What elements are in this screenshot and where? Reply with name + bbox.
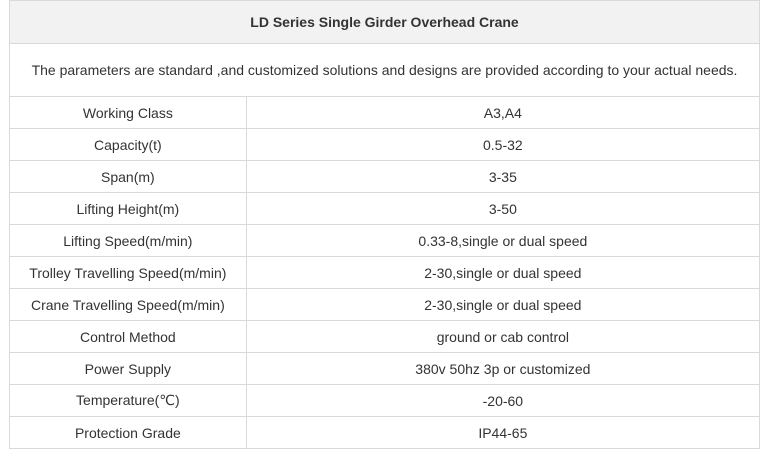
table-note: The parameters are standard ,and customi… <box>9 43 760 97</box>
parameter-name: Control Method <box>9 320 247 353</box>
parameter-name: Protection Grade <box>9 416 247 449</box>
parameter-value: 0.5-32 <box>245 128 761 161</box>
table-row: Power Supply 380v 50hz 3p or customized <box>9 352 761 385</box>
parameter-value: 2-30,single or dual speed <box>245 256 761 289</box>
table-title-row: LD Series Single Girder Overhead Crane <box>9 0 760 44</box>
table-row: Trolley Travelling Speed(m/min) 2-30,sin… <box>9 256 761 289</box>
parameter-name: Power Supply <box>9 352 247 385</box>
parameter-value: 3-35 <box>245 160 761 193</box>
table-row: Protection Grade IP44-65 <box>9 416 761 449</box>
parameter-value: 2-30,single or dual speed <box>245 288 761 321</box>
table-row: Lifting Height(m) 3-50 <box>9 192 761 225</box>
parameter-value: -20-60 <box>245 384 761 417</box>
parameter-name: Working Class <box>9 96 247 129</box>
parameter-name: Span(m) <box>9 160 247 193</box>
parameter-name: Lifting Height(m) <box>9 192 247 225</box>
parameter-value: 0.33-8,single or dual speed <box>245 224 761 257</box>
parameter-value: 380v 50hz 3p or customized <box>245 352 761 385</box>
table-row: Span(m) 3-35 <box>9 160 761 193</box>
parameter-name: Crane Travelling Speed(m/min) <box>9 288 247 321</box>
table-row: Crane Travelling Speed(m/min) 2-30,singl… <box>9 288 761 321</box>
specification-table: LD Series Single Girder Overhead Crane T… <box>9 0 761 449</box>
parameter-value: ground or cab control <box>245 320 761 353</box>
parameter-value: 3-50 <box>245 192 761 225</box>
parameter-name: Lifting Speed(m/min) <box>9 224 247 257</box>
table-title: LD Series Single Girder Overhead Crane <box>9 0 760 44</box>
table-note-row: The parameters are standard ,and customi… <box>9 43 760 97</box>
parameter-name: Capacity(t) <box>9 128 247 161</box>
table-row: Working Class A3,A4 <box>9 96 761 129</box>
table-row: Control Method ground or cab control <box>9 320 761 353</box>
table-row: Lifting Speed(m/min) 0.33-8,single or du… <box>9 224 761 257</box>
table-row: Capacity(t) 0.5-32 <box>9 128 761 161</box>
parameter-name: Temperature(℃) <box>9 384 247 417</box>
table-row: Temperature(℃) -20-60 <box>9 384 761 417</box>
parameter-name: Trolley Travelling Speed(m/min) <box>9 256 247 289</box>
parameter-value: A3,A4 <box>245 96 761 129</box>
parameter-value: IP44-65 <box>245 416 761 449</box>
